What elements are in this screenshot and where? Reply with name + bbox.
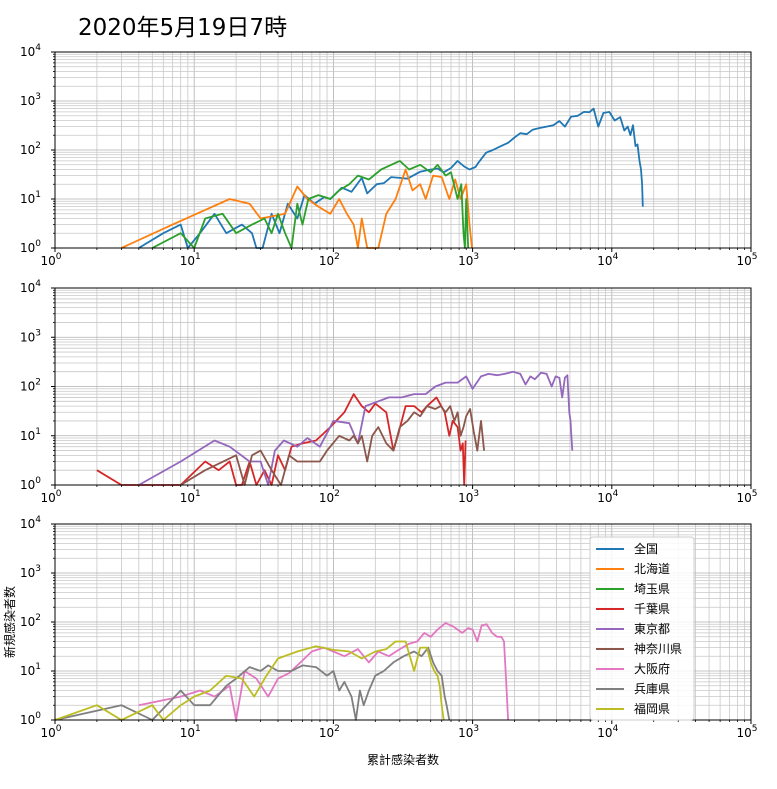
series-line-福岡県	[54, 640, 445, 721]
legend-entry: 全国	[634, 541, 658, 556]
y-tick-label: 101	[20, 190, 41, 206]
x-tick-label: 103	[458, 489, 479, 505]
y-tick-label: 104	[20, 43, 41, 59]
legend-entry: 兵庫県	[634, 682, 670, 696]
chart-panel-1: 100 101 102 103 104 105 100 101 102 103 104	[20, 43, 758, 268]
x-tick-label: 102	[319, 489, 340, 505]
legend-entry: 北海道	[634, 561, 670, 576]
x-tick-label: 101	[180, 252, 201, 268]
chart-panel-2: 100 101 102 103 104 105 100 101 102 103 104	[20, 279, 758, 505]
series-line-神奈川県	[180, 405, 485, 486]
x-tick-label: 104	[597, 489, 618, 505]
legend-entry: 大阪府	[634, 661, 670, 676]
x-tick-label: 101	[180, 724, 201, 740]
x-tick-label: 100	[40, 724, 61, 740]
x-tick-label: 101	[180, 489, 201, 505]
legend-entry: 神奈川県	[634, 642, 682, 656]
legend-entry: 福岡県	[634, 701, 670, 716]
y-tick-label: 100	[20, 476, 41, 492]
y-tick-label: 102	[20, 613, 41, 629]
legend-entry: 千葉県	[634, 602, 670, 616]
x-axis-label: 累計感染者数	[367, 752, 439, 767]
grid	[54, 52, 751, 249]
series-line-兵庫県	[54, 646, 451, 721]
y-tick-label: 103	[20, 328, 41, 344]
x-tick-label: 103	[458, 724, 479, 740]
chart-title: 2020年5月19日7時	[78, 15, 288, 41]
y-tick-label: 104	[20, 515, 41, 531]
x-tick-label: 104	[597, 724, 618, 740]
x-tick-label: 103	[458, 252, 479, 268]
y-tick-label: 100	[20, 239, 41, 255]
x-tick-label: 105	[736, 252, 757, 268]
y-tick-label: 103	[20, 92, 41, 108]
x-tick-label: 102	[319, 724, 340, 740]
x-tick-label: 100	[40, 252, 61, 268]
grid	[54, 288, 751, 486]
y-tick-label: 103	[20, 564, 41, 580]
series-line-全国	[138, 107, 644, 249]
x-tick-label: 100	[40, 489, 61, 505]
y-tick-label: 101	[20, 662, 41, 678]
series-line-東京都	[138, 370, 574, 486]
x-tick-label: 102	[319, 252, 340, 268]
x-tick-label: 105	[736, 489, 757, 505]
legend-entry: 埼玉県	[634, 582, 670, 596]
legend-entry: 東京都	[634, 622, 670, 636]
x-tick-label: 104	[597, 252, 618, 268]
y-tick-label: 102	[20, 141, 41, 157]
chart-panel-3: 100 101 102 103 104 105 100 101 102 103 104 全国北海道埼玉…	[20, 515, 758, 740]
series-line-大阪府	[138, 622, 509, 721]
series-line-埼玉県	[151, 159, 470, 249]
y-axis-label: 新規感染者数	[2, 586, 17, 658]
legend-box	[589, 536, 695, 721]
x-tick-label: 105	[736, 724, 757, 740]
y-tick-label: 101	[20, 427, 41, 443]
y-tick-label: 104	[20, 279, 41, 295]
y-tick-label: 100	[20, 711, 41, 727]
y-tick-label: 102	[20, 378, 41, 394]
